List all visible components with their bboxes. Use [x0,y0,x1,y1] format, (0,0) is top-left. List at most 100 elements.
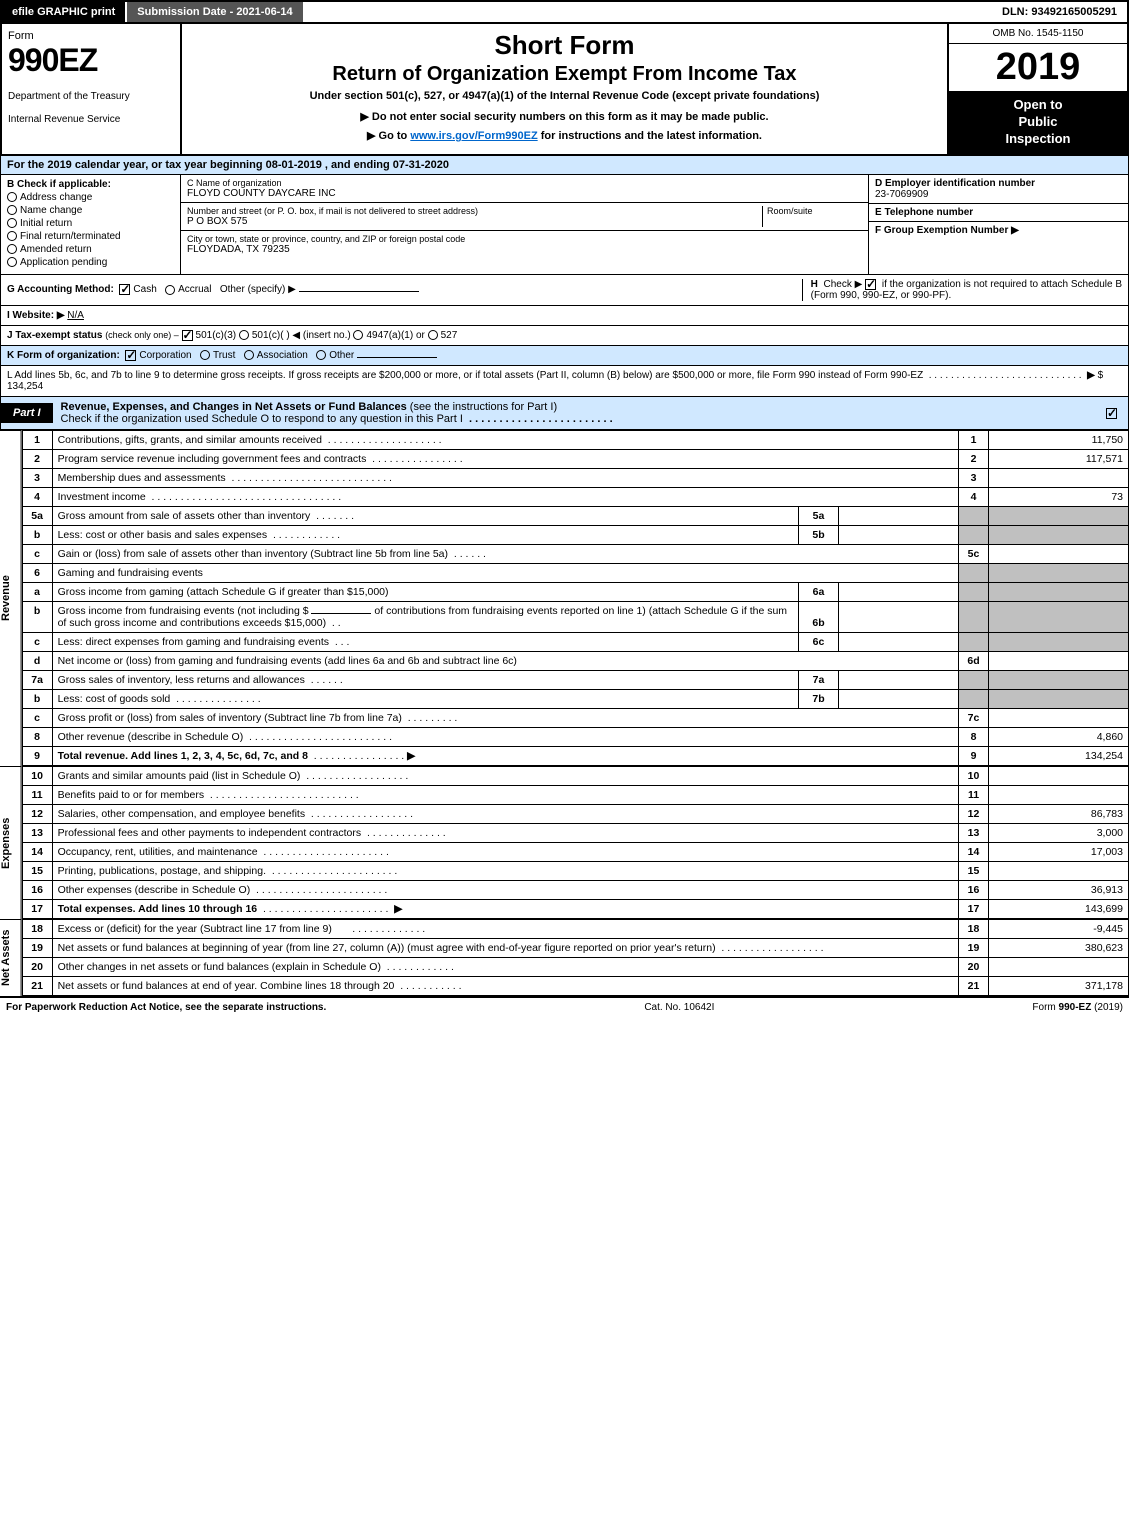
chk-trust[interactable] [200,350,210,360]
chk-cash[interactable] [119,284,130,295]
org-city: FLOYDADA, TX 79235 [187,244,862,255]
amt-9: 134,254 [989,746,1129,765]
box-def: D Employer identification number 23-7069… [868,175,1128,274]
line-3: 3Membership dues and assessments . . . .… [22,468,1128,487]
amt-8: 4,860 [989,727,1129,746]
chk-501c[interactable] [239,330,249,340]
title-return: Return of Organization Exempt From Incom… [192,63,937,86]
line-8: 8Other revenue (describe in Schedule O) … [22,727,1128,746]
form-label: Form [8,30,174,42]
paperwork-notice: For Paperwork Reduction Act Notice, see … [6,1002,326,1013]
part-1-checkbox[interactable] [1098,403,1128,423]
chk-corporation[interactable] [125,350,136,361]
amt-11 [989,785,1129,804]
dln-label: DLN: 93492165005291 [992,2,1127,22]
line-7c: cGross profit or (loss) from sales of in… [22,708,1128,727]
line-4: 4Investment income . . . . . . . . . . .… [22,487,1128,506]
website-value: N/A [67,310,84,321]
omb-number: OMB No. 1545-1150 [949,24,1127,44]
link-prefix: ▶ Go to [367,130,410,142]
amt-6d [989,651,1129,670]
chk-accrual[interactable] [165,285,175,295]
line-20: 20Other changes in net assets or fund ba… [22,957,1128,976]
line-6d: dNet income or (loss) from gaming and fu… [22,651,1128,670]
form-ref: Form 990-EZ (2019) [1032,1002,1123,1013]
row-l: L Add lines 5b, 6c, and 7b to line 9 to … [0,366,1129,397]
box-c: C Name of organization FLOYD COUNTY DAYC… [181,175,868,274]
box-d: D Employer identification number 23-7069… [869,175,1128,204]
amt-17: 143,699 [989,899,1129,918]
line-17: 17Total expenses. Add lines 10 through 1… [22,899,1128,918]
chk-other-org[interactable] [316,350,326,360]
title-short-form: Short Form [192,30,937,61]
instructions-link-row: ▶ Go to www.irs.gov/Form990EZ for instru… [192,129,937,142]
line-11: 11Benefits paid to or for members . . . … [22,785,1128,804]
irs-link[interactable]: www.irs.gov/Form990EZ [410,130,537,142]
meta-rows: G Accounting Method: Cash Accrual Other … [0,275,1129,346]
box-b: B Check if applicable: Address change Na… [1,175,181,274]
line-19: 19Net assets or fund balances at beginni… [22,938,1128,957]
org-street: P O BOX 575 [187,216,762,227]
tax-period-row: For the 2019 calendar year, or tax year … [0,156,1129,175]
info-grid: B Check if applicable: Address change Na… [0,175,1129,275]
line-14: 14Occupancy, rent, utilities, and mainte… [22,842,1128,861]
row-j: J Tax-exempt status (check only one) – 5… [1,326,1128,345]
chk-association[interactable] [244,350,254,360]
link-suffix: for instructions and the latest informat… [541,130,762,142]
amt-4: 73 [989,487,1129,506]
amt-21: 371,178 [989,976,1129,995]
header-mid: Short Form Return of Organization Exempt… [182,24,947,154]
cat-no: Cat. No. 10642I [644,1002,714,1013]
header-right: OMB No. 1545-1150 2019 Open to Public In… [947,24,1127,154]
line-9: 9Total revenue. Add lines 1, 2, 3, 4, 5c… [22,746,1128,765]
chk-final-return[interactable]: Final return/terminated [7,231,174,242]
ein-value: 23-7069909 [875,189,1122,200]
chk-amended-return[interactable]: Amended return [7,244,174,255]
room-suite-label: Room/suite [767,206,862,216]
amt-3 [989,468,1129,487]
org-name: FLOYD COUNTY DAYCARE INC [187,188,862,199]
part-1-tab: Part I [1,403,53,423]
line-2: 2Program service revenue including gover… [22,449,1128,468]
amt-10 [989,766,1129,785]
chk-initial-return[interactable]: Initial return [7,218,174,229]
efile-print-button[interactable]: efile GRAPHIC print [2,2,127,22]
submission-date: Submission Date - 2021-06-14 [127,2,302,22]
line-18: 18Excess or (deficit) for the year (Subt… [22,919,1128,938]
line-16: 16Other expenses (describe in Schedule O… [22,880,1128,899]
row-g-h: G Accounting Method: Cash Accrual Other … [1,275,1128,306]
amt-5c [989,544,1129,563]
line-10: 10Grants and similar amounts paid (list … [22,766,1128,785]
amt-7c [989,708,1129,727]
box-e: E Telephone number [869,204,1128,222]
line-6: 6Gaming and fundraising events [22,563,1128,582]
line-15: 15Printing, publications, postage, and s… [22,861,1128,880]
row-k: K Form of organization: Corporation Trus… [0,346,1129,366]
chk-527[interactable] [428,330,438,340]
page-footer: For Paperwork Reduction Act Notice, see … [0,996,1129,1017]
amt-1: 11,750 [989,430,1129,449]
line-5b: bLess: cost or other basis and sales exp… [22,525,1128,544]
chk-application-pending[interactable]: Application pending [7,257,174,268]
form-number: 990EZ [8,42,174,79]
chk-4947[interactable] [353,330,363,340]
amt-18: -9,445 [989,919,1129,938]
form-header: Form 990EZ Department of the Treasury In… [0,24,1129,156]
chk-name-change[interactable]: Name change [7,205,174,216]
part-1-title: Revenue, Expenses, and Changes in Net As… [53,397,1098,429]
part-1-header: Part I Revenue, Expenses, and Changes in… [0,397,1129,430]
chk-501c3[interactable] [182,330,193,341]
revenue-section: Revenue 1Contributions, gifts, grants, a… [0,430,1129,766]
row-i: I Website: ▶ N/A [1,306,1128,326]
amt-2: 117,571 [989,449,1129,468]
expenses-section: Expenses 10Grants and similar amounts pa… [0,766,1129,919]
chk-schedule-b[interactable] [865,279,876,290]
period-text: For the 2019 calendar year, or tax year … [7,159,449,171]
chk-address-change[interactable]: Address change [7,192,174,203]
line-6b: b Gross income from fundraising events (… [22,601,1128,632]
net-assets-label: Net Assets [0,919,22,996]
revenue-label: Revenue [0,430,22,766]
amt-15 [989,861,1129,880]
header-left: Form 990EZ Department of the Treasury In… [2,24,182,154]
line-7a: 7aGross sales of inventory, less returns… [22,670,1128,689]
